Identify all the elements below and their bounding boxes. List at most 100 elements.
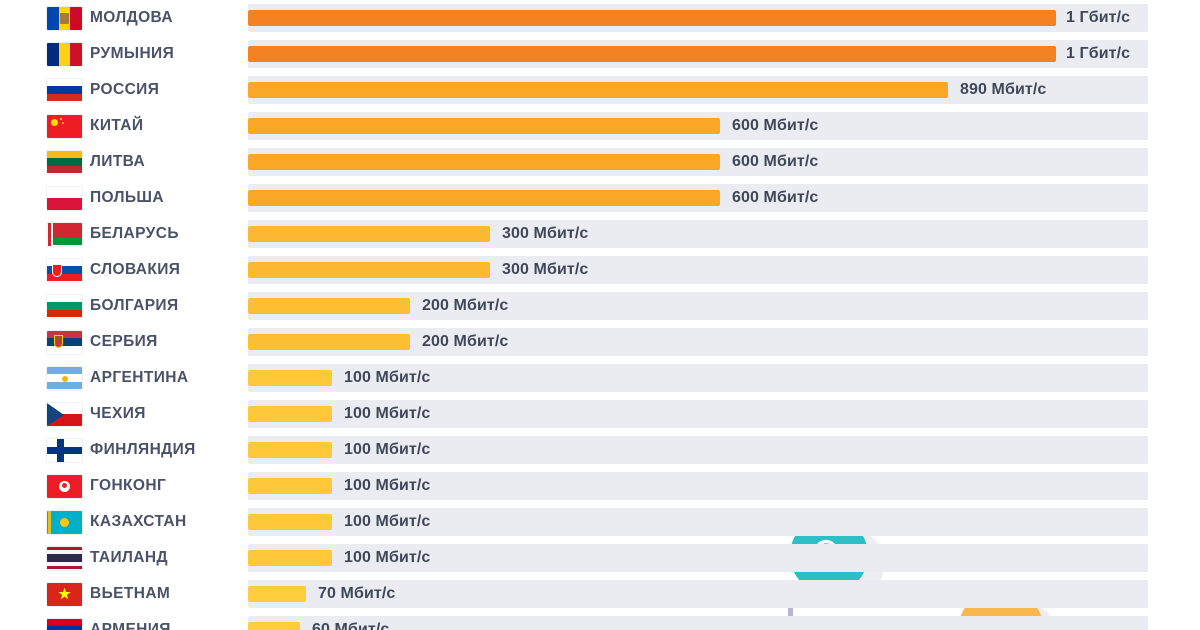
flag-serbia-icon (47, 330, 82, 354)
flag-armenia-icon (47, 618, 82, 630)
speed-bar (248, 298, 410, 314)
table-row: РУМЫНИЯ 1 Гбит/с (0, 36, 1200, 72)
speed-value-label: 100 Мбит/с (344, 477, 431, 494)
flag-cell (0, 0, 90, 36)
flag-finland-icon (47, 438, 82, 462)
table-row: ВЬЕТНАМ 70 Мбит/с (0, 576, 1200, 612)
speed-bar (248, 442, 332, 458)
country-name-cell: КАЗАХСТАН (90, 504, 248, 540)
speed-bar (248, 478, 332, 494)
country-name-cell: АРГЕНТИНА (90, 360, 248, 396)
speed-value-label: 100 Мбит/с (344, 369, 431, 386)
speed-bar (248, 550, 332, 566)
flag-belarus-icon (47, 222, 82, 246)
country-label: АРГЕНТИНА (90, 369, 189, 386)
flag-cell (0, 324, 90, 360)
table-row: БЕЛАРУСЬ 300 Мбит/с (0, 216, 1200, 252)
country-name-cell: АРМЕНИЯ (90, 612, 248, 630)
country-label: БОЛГАРИЯ (90, 297, 179, 314)
speed-value-label: 100 Мбит/с (344, 405, 431, 422)
speed-bar (248, 262, 490, 278)
speed-bar (248, 118, 720, 134)
bar-track (248, 616, 1148, 630)
country-label: БЕЛАРУСЬ (90, 225, 179, 242)
table-row: СЕРБИЯ 200 Мбит/с (0, 324, 1200, 360)
flag-cell (0, 540, 90, 576)
flag-china-icon (47, 114, 82, 138)
country-name-cell: ЧЕХИЯ (90, 396, 248, 432)
speed-value-label: 1 Гбит/с (1066, 9, 1131, 26)
speed-bar (248, 46, 1056, 62)
table-row: ЧЕХИЯ 100 Мбит/с (0, 396, 1200, 432)
speed-value-label: 70 Мбит/с (318, 585, 396, 602)
country-name-cell: ПОЛЬША (90, 180, 248, 216)
flag-slovakia-icon (47, 258, 82, 282)
speed-bar (248, 622, 300, 630)
country-name-cell: РОССИЯ (90, 72, 248, 108)
speed-bar (248, 586, 306, 602)
country-name-cell: ЛИТВА (90, 144, 248, 180)
country-label: ЧЕХИЯ (90, 405, 146, 422)
speed-value-label: 200 Мбит/с (422, 333, 509, 350)
bar-track-cell: 300 Мбит/с (248, 252, 1200, 288)
bar-track (248, 436, 1148, 464)
bar-track-cell: 100 Мбит/с (248, 540, 1200, 576)
flag-romania-icon (47, 42, 82, 66)
flag-kazakhstan-icon (47, 510, 82, 534)
bar-track (248, 544, 1148, 572)
country-label: ФИНЛЯНДИЯ (90, 441, 196, 458)
flag-cell (0, 180, 90, 216)
speed-value-label: 300 Мбит/с (502, 261, 589, 278)
speed-bar (248, 514, 332, 530)
country-label: КИТАЙ (90, 117, 144, 134)
country-label: ПОЛЬША (90, 189, 164, 206)
table-row: ЛИТВА 600 Мбит/с (0, 144, 1200, 180)
speed-bar (248, 406, 332, 422)
speed-bar (248, 10, 1056, 26)
flag-lithuania-icon (47, 150, 82, 174)
country-label: МОЛДОВА (90, 9, 173, 26)
country-label: РУМЫНИЯ (90, 45, 175, 62)
flag-russia-icon (47, 78, 82, 102)
bar-track-cell: 600 Мбит/с (248, 180, 1200, 216)
flag-cell (0, 576, 90, 612)
country-label: КАЗАХСТАН (90, 513, 187, 530)
country-label: ГОНКОНГ (90, 477, 167, 494)
country-label: ТАИЛАНД (90, 549, 168, 566)
speed-bar (248, 370, 332, 386)
country-name-cell: ФИНЛЯНДИЯ (90, 432, 248, 468)
country-name-cell: ТАИЛАНД (90, 540, 248, 576)
speed-value-label: 600 Мбит/с (732, 153, 819, 170)
country-name-cell: КИТАЙ (90, 108, 248, 144)
flag-moldova-icon (47, 6, 82, 30)
flag-czechia-icon (47, 402, 82, 426)
speed-value-label: 60 Мбит/с (312, 621, 390, 630)
flag-cell (0, 504, 90, 540)
speed-value-label: 100 Мбит/с (344, 549, 431, 566)
table-row: АРМЕНИЯ 60 Мбит/с (0, 612, 1200, 630)
flag-cell (0, 432, 90, 468)
bar-track-cell: 100 Мбит/с (248, 432, 1200, 468)
speed-value-label: 600 Мбит/с (732, 189, 819, 206)
country-name-cell: СЛОВАКИЯ (90, 252, 248, 288)
flag-cell (0, 360, 90, 396)
bar-track-cell: 200 Мбит/с (248, 324, 1200, 360)
bar-track-cell: 600 Мбит/с (248, 144, 1200, 180)
speed-bar (248, 82, 948, 98)
country-label: ВЬЕТНАМ (90, 585, 171, 602)
flag-cell (0, 144, 90, 180)
table-row: КАЗАХСТАН 100 Мбит/с (0, 504, 1200, 540)
country-name-cell: ГОНКОНГ (90, 468, 248, 504)
table-row: РОССИЯ 890 Мбит/с (0, 72, 1200, 108)
speed-bar (248, 334, 410, 350)
flag-argentina-icon (47, 366, 82, 390)
speed-value-label: 200 Мбит/с (422, 297, 509, 314)
flag-poland-icon (47, 186, 82, 210)
flag-cell (0, 468, 90, 504)
flag-cell (0, 36, 90, 72)
bar-track-cell: 60 Мбит/с (248, 612, 1200, 630)
bar-track-cell: 200 Мбит/с (248, 288, 1200, 324)
bar-track (248, 364, 1148, 392)
